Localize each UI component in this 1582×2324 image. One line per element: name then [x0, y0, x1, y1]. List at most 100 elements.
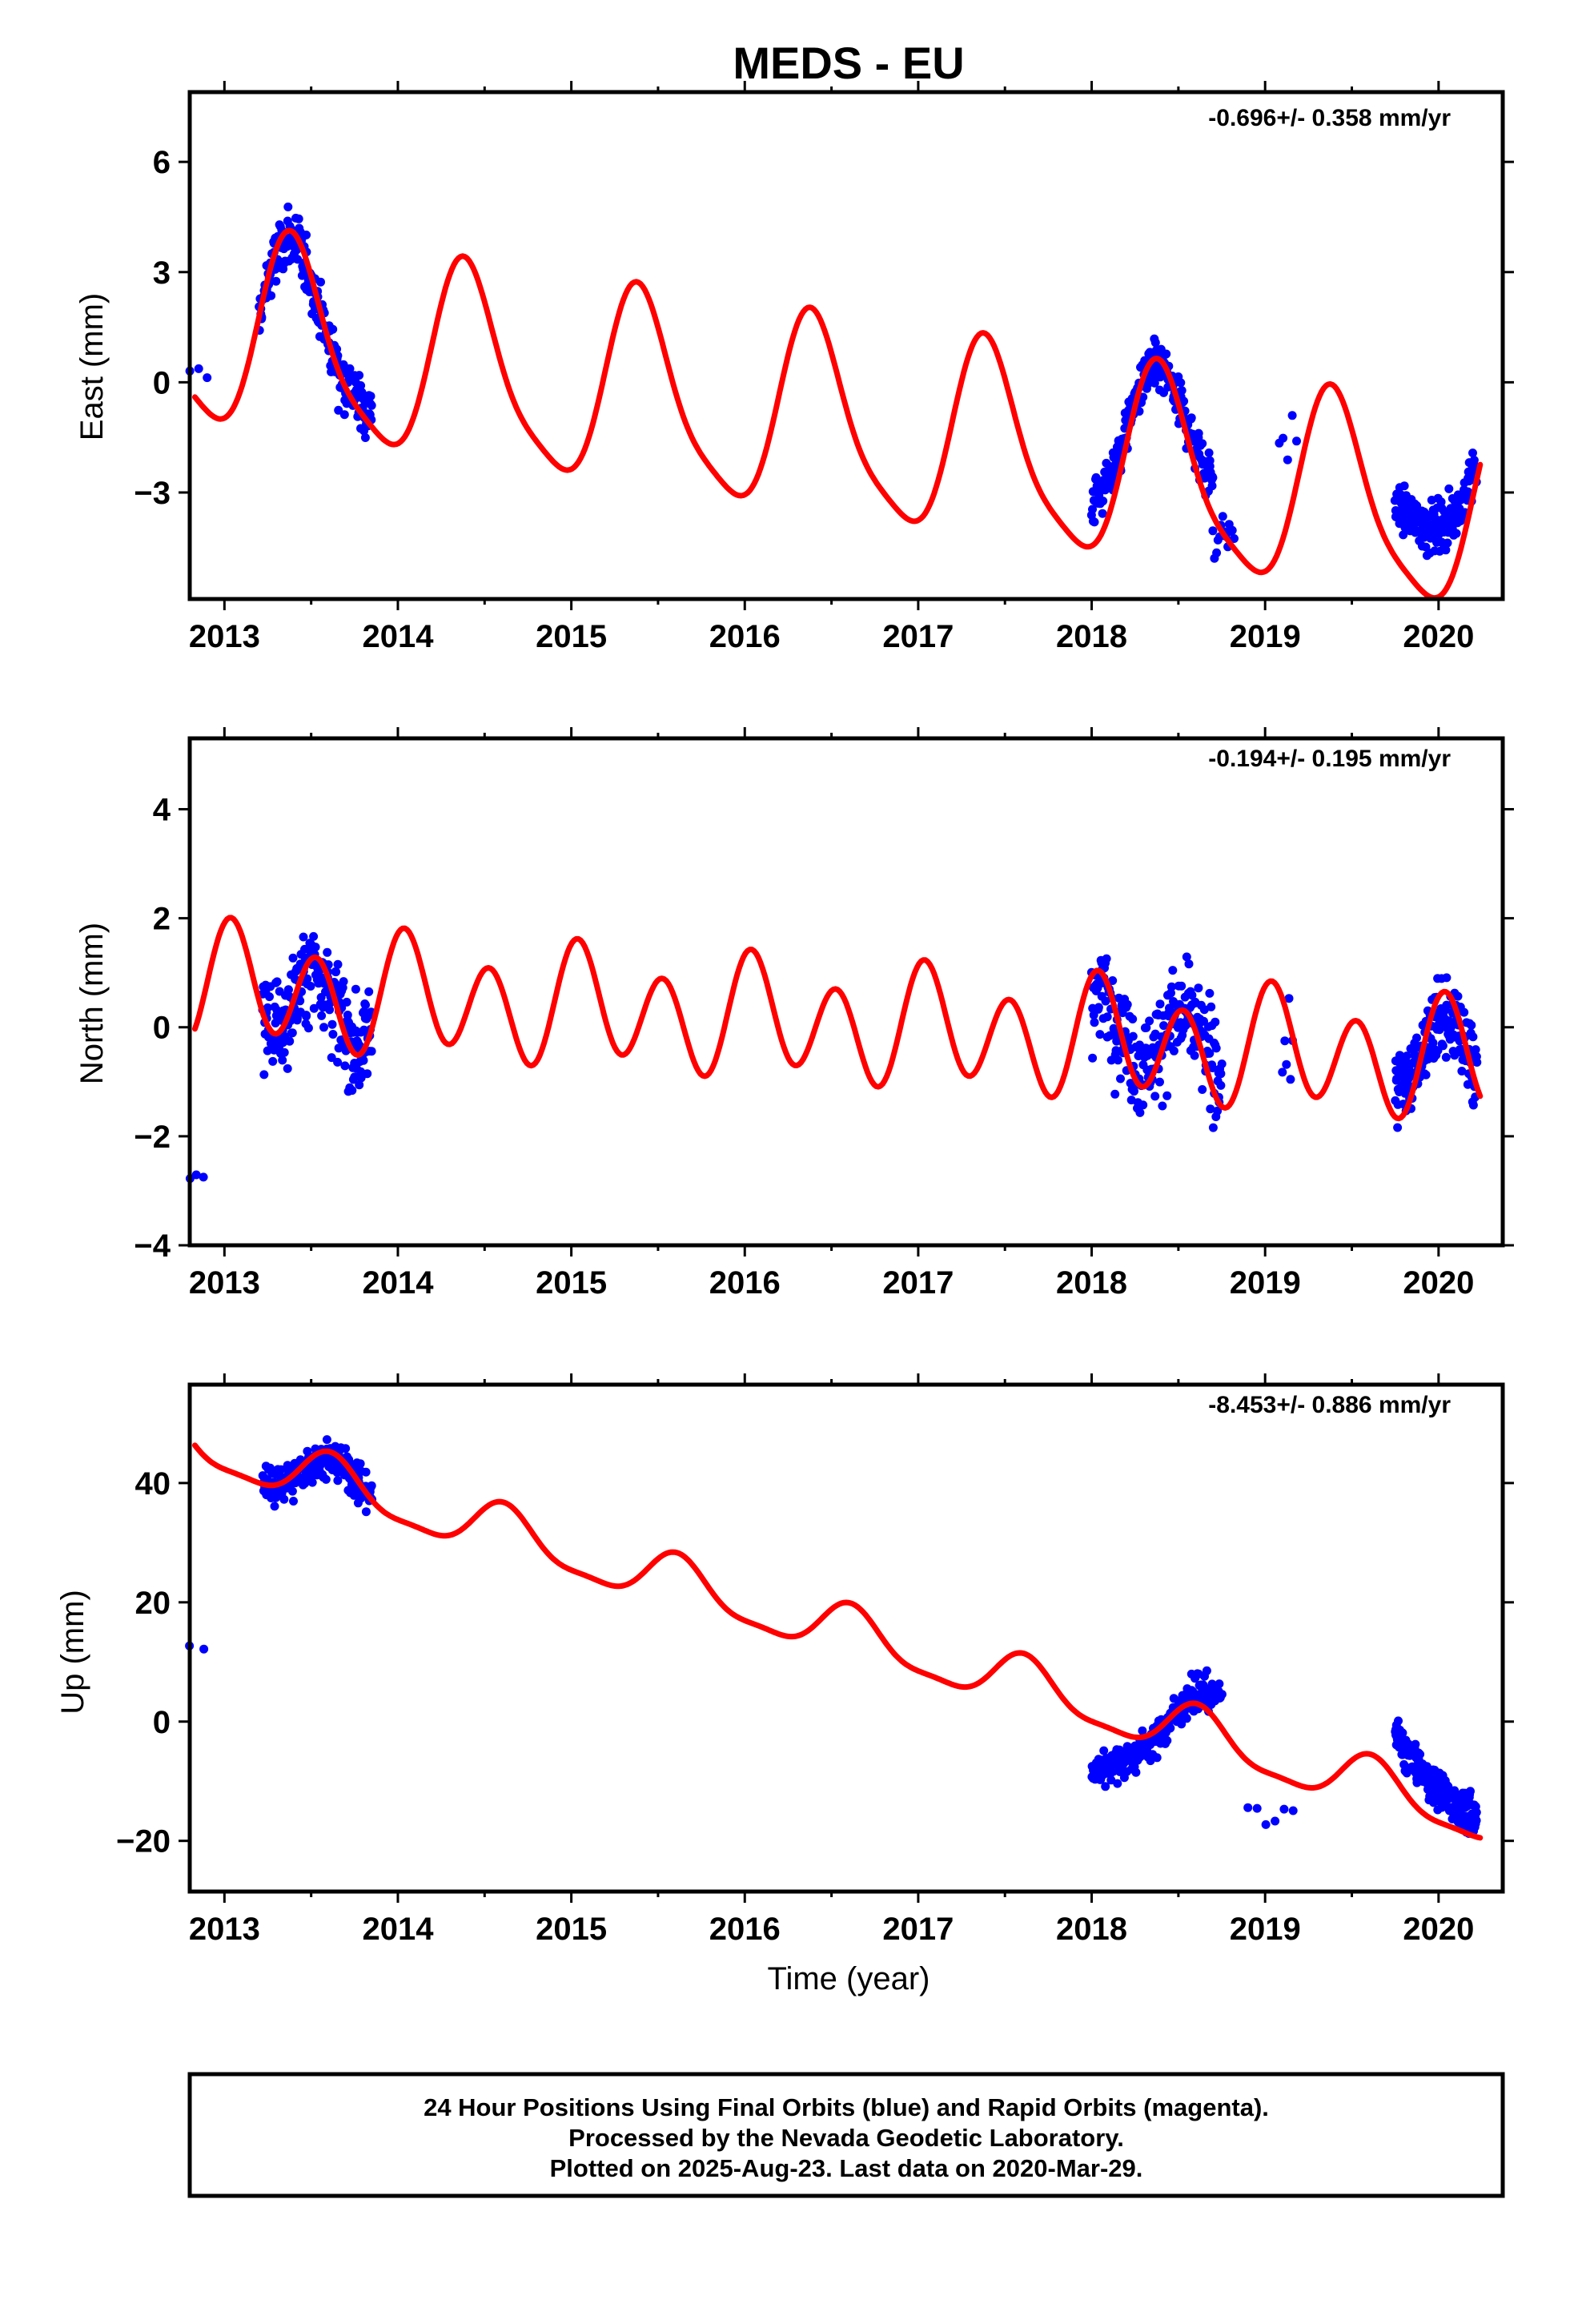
north-point — [1138, 1100, 1148, 1110]
east-point — [1177, 386, 1186, 396]
north-point — [1208, 1123, 1218, 1132]
east-point — [1098, 509, 1107, 518]
north-point — [363, 1069, 372, 1079]
east-frame — [187, 90, 1505, 601]
east-panel: East (mm) -0.696+/- 0.358 mm/yr 2013 2014… — [74, 81, 1514, 654]
up-point — [361, 1507, 371, 1517]
x-tick-label: 2015 — [536, 1912, 607, 1947]
up-point — [1215, 1679, 1224, 1689]
north-point — [306, 982, 315, 991]
up-point — [1101, 1782, 1110, 1791]
north-point — [350, 1072, 359, 1082]
chart-title: MEDS - EU — [733, 38, 964, 88]
north-point — [1421, 1070, 1431, 1080]
east-point — [1230, 534, 1239, 543]
north-point — [1205, 988, 1215, 998]
y-tick-label: 2 — [153, 902, 171, 937]
north-point — [199, 1172, 208, 1182]
north-point — [1088, 1053, 1098, 1063]
north-point — [1128, 1015, 1138, 1023]
x-tick-label: 2016 — [709, 1912, 781, 1947]
x-tick-label: 2017 — [882, 1912, 954, 1947]
north-point — [327, 1053, 336, 1063]
up-point — [1177, 1719, 1186, 1729]
east-point — [1162, 349, 1171, 359]
north-point — [367, 1047, 376, 1056]
east-point — [1194, 428, 1203, 438]
x-tick-label: 2013 — [189, 619, 260, 654]
north-point — [1182, 952, 1191, 962]
north-point — [1094, 1003, 1103, 1012]
north-point — [303, 974, 312, 983]
up-point — [341, 1444, 351, 1454]
north-point — [1472, 1058, 1482, 1067]
north-point — [333, 1057, 343, 1067]
up-point — [1271, 1816, 1280, 1826]
up-panel: Up (mm) -8.453+/- 0.886 mm/yr 2013 2014 20… — [55, 1373, 1514, 1947]
north-points — [185, 931, 1482, 1184]
north-point — [1194, 983, 1203, 993]
north-point — [1155, 1077, 1164, 1087]
north-point — [283, 1063, 292, 1073]
north-point — [342, 997, 351, 1007]
up-point — [279, 1494, 289, 1504]
north-point — [1442, 973, 1452, 983]
up-point — [1152, 1753, 1162, 1763]
north-point — [265, 992, 274, 1002]
north-point — [1162, 1091, 1172, 1100]
north-point — [327, 1019, 337, 1029]
east-point — [1208, 473, 1218, 482]
east-point — [1204, 448, 1214, 457]
north-point — [359, 1007, 369, 1016]
north-point — [1187, 991, 1197, 1000]
east-point — [283, 202, 293, 211]
east-point — [1468, 448, 1477, 458]
east-points — [185, 202, 1481, 563]
east-point — [1443, 538, 1452, 548]
east-point — [1283, 455, 1292, 464]
north-point — [1284, 994, 1294, 1003]
north-point — [1145, 1016, 1154, 1026]
x-tick-label: 2014 — [362, 1265, 434, 1301]
east-point — [1399, 530, 1408, 540]
north-ylabel: North (mm) — [74, 923, 110, 1084]
up-point — [1162, 1736, 1172, 1745]
north-fit-curve — [192, 915, 1484, 1122]
up-point — [333, 1476, 343, 1486]
up-point — [322, 1435, 331, 1445]
east-point — [1212, 548, 1222, 557]
north-point — [309, 931, 319, 941]
north-point — [1177, 981, 1186, 991]
north-point — [1211, 1017, 1220, 1027]
y-tick-label: 20 — [135, 1586, 171, 1621]
up-rate-label: -8.453+/- 0.886 mm/yr — [1208, 1392, 1451, 1418]
north-point — [1110, 1089, 1120, 1099]
east-point — [1452, 529, 1461, 538]
east-point — [271, 276, 281, 286]
up-ylabel: Up (mm) — [55, 1590, 90, 1715]
up-point — [1394, 1716, 1403, 1726]
north-point — [259, 1070, 269, 1080]
north-point — [1468, 1032, 1478, 1042]
north-point — [1471, 1045, 1480, 1055]
north-point — [1108, 976, 1118, 985]
up-point — [1411, 1739, 1420, 1749]
east-point — [1399, 481, 1409, 491]
x-tick-label: 2016 — [709, 619, 781, 654]
north-point — [317, 1011, 327, 1020]
y-tick-label: 0 — [153, 365, 171, 400]
east-point — [1444, 484, 1454, 493]
east-point — [1176, 378, 1186, 388]
north-point — [1111, 1046, 1121, 1055]
north-point — [1205, 1048, 1215, 1058]
east-fit-curve — [192, 227, 1484, 601]
up-point — [367, 1481, 376, 1490]
north-point — [1116, 1074, 1125, 1084]
up-point — [1113, 1779, 1122, 1788]
north-panel: North (mm) -0.194+/- 0.195 mm/yr 2013 201… — [74, 727, 1514, 1301]
north-point — [1158, 1101, 1167, 1111]
north-point — [1155, 999, 1165, 1009]
north-point — [333, 959, 343, 969]
east-point — [1150, 378, 1159, 388]
